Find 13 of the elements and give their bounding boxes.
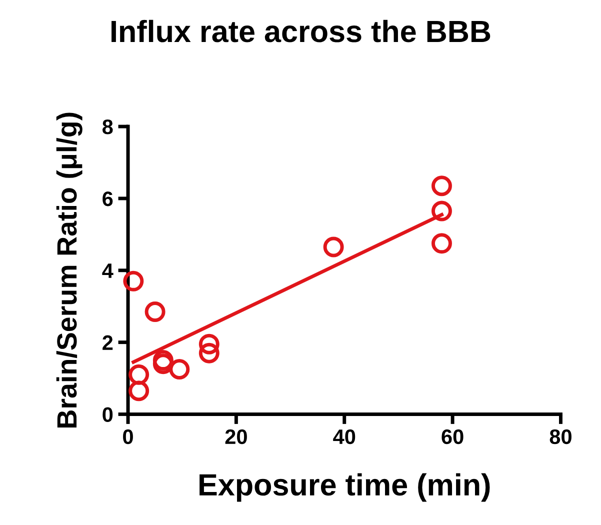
y-tick-label: 8	[102, 120, 113, 134]
y-axis-title: Brain/Serum Ratio (μl/g)	[56, 112, 82, 428]
y-tick-label: 6	[102, 191, 113, 206]
x-tick-label: 60	[442, 429, 464, 444]
y-tick-label: 4	[102, 264, 114, 278]
x-tick-label: 0	[123, 429, 133, 444]
y-tick-label: 2	[102, 335, 113, 350]
x-tick-label: 40	[333, 429, 356, 444]
x-axis-title: Exposure time (min)	[200, 473, 490, 502]
y-tick-label: 0	[102, 407, 113, 422]
chart-title: Influx rate across the BBB	[112, 20, 490, 42]
x-tick-label: 20	[225, 429, 247, 444]
x-tick-label: 80	[550, 429, 572, 444]
